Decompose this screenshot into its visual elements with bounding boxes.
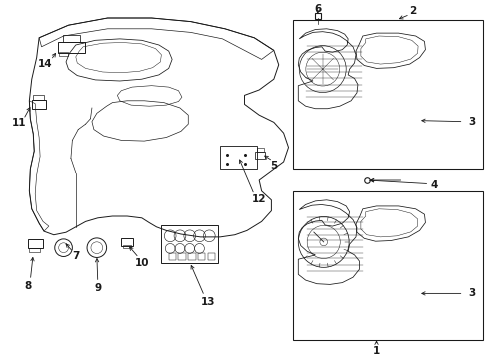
Text: 9: 9 <box>94 283 101 293</box>
Bar <box>293 191 482 340</box>
Bar <box>123 245 131 248</box>
Text: 13: 13 <box>200 297 215 307</box>
Text: 4: 4 <box>429 180 437 190</box>
Bar <box>188 253 195 260</box>
Text: 5: 5 <box>270 161 277 171</box>
Text: 1: 1 <box>372 346 379 356</box>
Bar <box>58 42 84 53</box>
Text: 3: 3 <box>468 117 474 127</box>
Text: 2: 2 <box>409 6 416 16</box>
Bar <box>29 248 40 252</box>
Bar <box>28 239 43 248</box>
Text: 12: 12 <box>251 194 266 204</box>
Bar <box>32 100 46 109</box>
Bar <box>255 152 264 159</box>
Text: 7: 7 <box>72 251 80 261</box>
Text: 8: 8 <box>25 281 32 291</box>
Bar <box>178 253 185 260</box>
Bar <box>62 35 80 42</box>
Text: 10: 10 <box>134 258 149 268</box>
Text: 11: 11 <box>11 118 26 128</box>
Bar <box>198 253 205 260</box>
Bar <box>33 95 44 100</box>
Bar <box>168 253 176 260</box>
Text: 6: 6 <box>314 4 321 14</box>
Bar <box>256 148 263 152</box>
Text: 3: 3 <box>468 288 474 298</box>
Bar <box>207 253 215 260</box>
Bar <box>121 238 133 246</box>
Bar <box>161 225 217 263</box>
Bar <box>293 20 482 169</box>
Text: 14: 14 <box>38 59 52 69</box>
Bar <box>220 146 256 169</box>
Bar <box>59 52 68 56</box>
